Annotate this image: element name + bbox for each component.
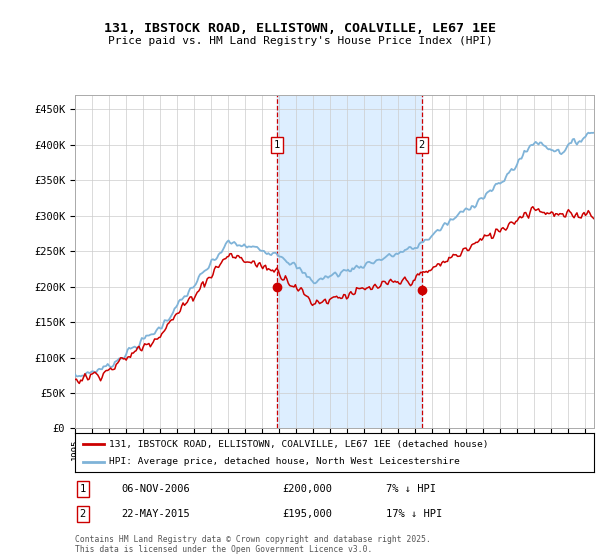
Text: 2: 2 [419,140,425,150]
Bar [277,95,422,428]
Text: £195,000: £195,000 [283,509,332,519]
Text: 1: 1 [80,484,86,494]
Text: Contains HM Land Registry data © Crown copyright and database right 2025.
This d: Contains HM Land Registry data © Crown c… [75,535,431,554]
Text: 131, IBSTOCK ROAD, ELLISTOWN, COALVILLE, LE67 1EE: 131, IBSTOCK ROAD, ELLISTOWN, COALVILLE,… [104,22,496,35]
Text: 7% ↓ HPI: 7% ↓ HPI [386,484,436,494]
Text: 22-MAY-2015: 22-MAY-2015 [122,509,190,519]
Text: 06-NOV-2006: 06-NOV-2006 [122,484,190,494]
Text: 17% ↓ HPI: 17% ↓ HPI [386,509,443,519]
Text: HPI: Average price, detached house, North West Leicestershire: HPI: Average price, detached house, Nort… [109,458,460,466]
Text: 1: 1 [274,140,280,150]
Text: 131, IBSTOCK ROAD, ELLISTOWN, COALVILLE, LE67 1EE (detached house): 131, IBSTOCK ROAD, ELLISTOWN, COALVILLE,… [109,440,488,449]
Text: 2: 2 [80,509,86,519]
Text: Price paid vs. HM Land Registry's House Price Index (HPI): Price paid vs. HM Land Registry's House … [107,36,493,46]
Text: £200,000: £200,000 [283,484,332,494]
